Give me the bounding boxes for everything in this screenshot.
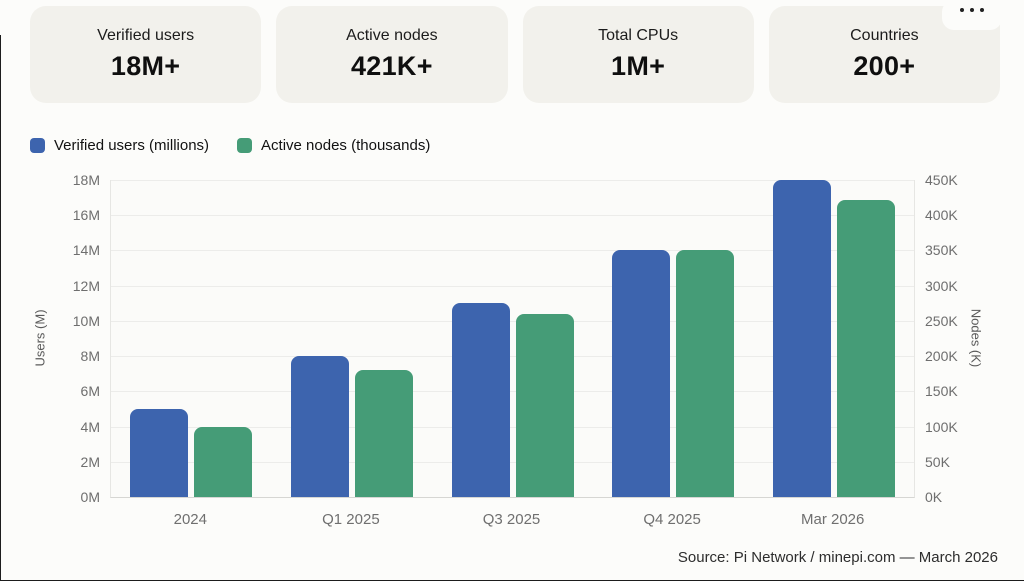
x-tick-label: Q3 2025 (482, 511, 541, 528)
stat-card-verified-users: Verified users 18M+ (30, 6, 262, 103)
y-tick-right: 350K (925, 242, 958, 259)
stat-card-value: 200+ (853, 51, 916, 81)
legend-label: Active nodes (thousands) (261, 137, 431, 154)
x-tick-label: Q1 2025 (322, 511, 380, 528)
stat-card-value: 421K+ (350, 51, 433, 81)
bar-nodes-q4-2025[interactable] (676, 250, 735, 497)
y-tick-right: 100K (925, 418, 958, 435)
bar-users-q1-2025[interactable] (290, 356, 349, 497)
bar-users-mar-2026[interactable] (772, 180, 831, 497)
legend-item-verified-users: Verified users (millions) (30, 137, 209, 154)
legend-swatch-blue (30, 138, 45, 153)
y-tick-right: 250K (925, 312, 958, 329)
bar-users-2024[interactable] (130, 408, 189, 497)
y-tick-right: 200K (925, 348, 958, 365)
y-tick-right: 50K (925, 453, 950, 470)
stat-card-label: Verified users (97, 27, 195, 44)
y-tick-right: 150K (925, 383, 958, 400)
y-tick-left: 14M (72, 242, 100, 259)
bar-users-q3-2025[interactable] (451, 303, 510, 497)
ellipsis-icon (960, 8, 984, 12)
x-tick-label: Mar 2026 (801, 511, 865, 528)
x-tick-label: 2024 (173, 511, 207, 528)
chart-legend: Verified users (millions) Active nodes (… (30, 137, 430, 154)
x-tick-label: Q4 2025 (643, 511, 701, 528)
stat-cards-row: Verified users 18M+ Active nodes 421K+ T… (30, 6, 1000, 103)
ellipsis-menu-button[interactable] (942, 0, 1002, 30)
bar-nodes-2024[interactable] (194, 426, 253, 497)
legend-item-active-nodes: Active nodes (thousands) (237, 137, 430, 154)
y-tick-left: 8M (80, 348, 100, 365)
stat-card-label: Active nodes (346, 27, 438, 44)
legend-swatch-green (237, 138, 253, 153)
y-axis-title-left: Users (M) (32, 309, 48, 367)
y-tick-left: 12M (72, 277, 100, 294)
legend-label: Verified users (millions) (54, 137, 210, 154)
bar-nodes-mar-2026[interactable] (836, 200, 895, 497)
bar-nodes-q3-2025[interactable] (515, 313, 574, 497)
y-tick-left: 0M (80, 489, 100, 505)
y-tick-left: 2M (80, 453, 100, 470)
bar-nodes-q1-2025[interactable] (354, 370, 413, 497)
screen-edge-artifact (0, 35, 1, 581)
source-attribution: Source: Pi Network / minepi.com — March … (677, 549, 998, 566)
plot-area (110, 180, 915, 498)
y-tick-right: 300K (925, 277, 958, 294)
stat-card-value: 18M+ (110, 51, 181, 81)
y-axis-title-right: Nodes (K) (968, 308, 984, 368)
y-tick-right: 0K (925, 489, 943, 505)
y-tick-left: 10M (72, 312, 100, 329)
y-tick-left: 16M (72, 207, 100, 224)
stat-card-total-cpus: Total CPUs 1M+ (522, 6, 754, 103)
y-tick-right: 450K (925, 172, 958, 188)
y-tick-left: 6M (80, 383, 100, 400)
bar-users-q4-2025[interactable] (612, 250, 671, 497)
stat-card-active-nodes: Active nodes 421K+ (276, 6, 508, 103)
y-tick-left: 18M (72, 172, 100, 188)
y-tick-left: 4M (80, 418, 100, 435)
stat-card-label: Total CPUs (598, 27, 679, 44)
stat-card-label: Countries (850, 27, 919, 44)
y-tick-right: 400K (925, 207, 958, 224)
stat-card-value: 1M+ (611, 51, 666, 81)
